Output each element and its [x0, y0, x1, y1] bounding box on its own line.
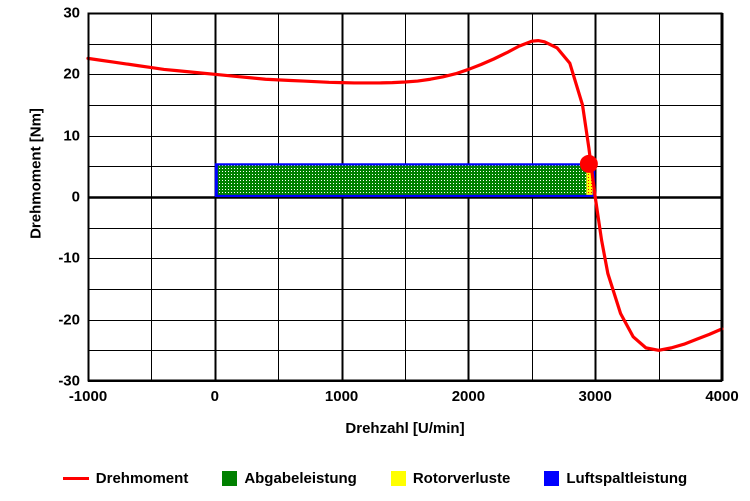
- legend-item-label: Luftspaltleistung: [566, 470, 688, 487]
- y-axis-tick-labels: 30 20 10 0 -10 -20 -30: [18, 0, 80, 501]
- legend-color-swatch-icon: [390, 471, 406, 486]
- legend-item[interactable]: Rotorverluste: [390, 470, 511, 487]
- x-axis-title: Drehzahl [U/min]: [345, 420, 465, 437]
- legend-item[interactable]: Abgabeleistung: [222, 470, 357, 487]
- legend-color-swatch-icon: [544, 471, 560, 486]
- x-tick-label: 3000: [578, 388, 612, 405]
- x-tick-label: 1000: [324, 388, 359, 405]
- legend-color-swatch-icon: [222, 471, 238, 486]
- torque-curve: [86, 39, 724, 352]
- y-tick-label: -20: [58, 311, 80, 329]
- y-tick-label: 20: [63, 65, 80, 83]
- x-tick-label: 4000: [705, 388, 739, 405]
- y-tick-label: 10: [63, 127, 80, 145]
- plot-frame: [87, 12, 723, 382]
- chart-legend: Drehmoment Abgabeleistung Rotorverluste Luf…: [0, 470, 750, 487]
- x-tick-label: 0: [210, 388, 219, 405]
- y-tick-label: -10: [58, 249, 80, 267]
- legend-item-label: Abgabeleistung: [244, 470, 357, 487]
- operating-point-marker: [579, 154, 598, 173]
- x-tick-label: -1000: [68, 388, 108, 405]
- legend-item[interactable]: Drehmoment: [62, 470, 189, 487]
- legend-item-label: Rotorverluste: [412, 470, 511, 487]
- power-bands: [214, 163, 596, 197]
- legend-item[interactable]: Luftspaltleistung: [544, 470, 687, 487]
- y-tick-label: -30: [58, 372, 80, 390]
- legend-item-label: Drehmoment: [95, 470, 189, 487]
- y-tick-label: 30: [63, 4, 80, 22]
- y-tick-label: 0: [71, 188, 80, 206]
- x-tick-label: 2000: [451, 388, 486, 405]
- legend-line-swatch-icon: [62, 477, 89, 480]
